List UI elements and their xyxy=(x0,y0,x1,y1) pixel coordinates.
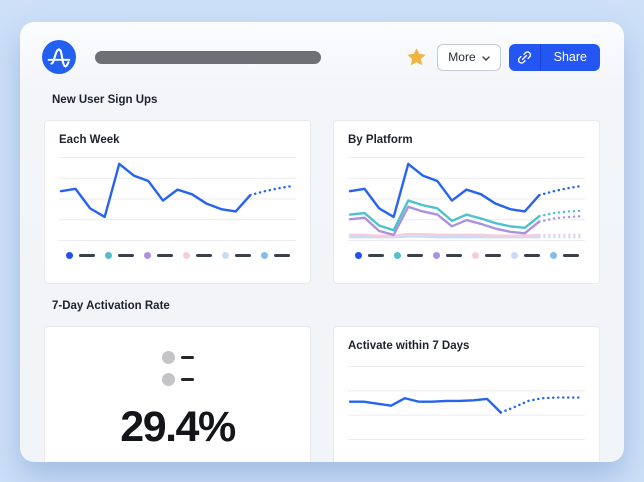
chevron-down-icon xyxy=(481,50,490,64)
placeholder-dot-icon xyxy=(161,351,175,364)
legend-label-placeholder xyxy=(156,254,173,257)
legend-label-placeholder xyxy=(78,254,95,257)
legend-label-placeholder xyxy=(406,254,423,257)
legend-item xyxy=(260,252,290,259)
legend-dot-icon xyxy=(65,252,73,259)
link-icon[interactable] xyxy=(509,43,541,71)
legend-item xyxy=(143,252,173,259)
more-button-label: More xyxy=(448,50,476,64)
card-by-platform[interactable]: By Platform xyxy=(333,120,600,284)
dashboard-header: More Share xyxy=(20,22,624,74)
legend-dot-icon xyxy=(221,252,229,259)
legend-label-placeholder xyxy=(523,254,540,257)
card-title-each-week: Each Week xyxy=(59,134,120,146)
legend-item xyxy=(549,252,579,259)
card-activate-within-7-days[interactable]: Activate within 7 Days xyxy=(333,326,600,462)
chart-legend xyxy=(348,252,585,259)
card-each-week[interactable]: Each Week xyxy=(44,120,311,284)
star-icon[interactable] xyxy=(407,48,426,66)
legend-dot-icon xyxy=(393,252,401,259)
placeholder-legend-row xyxy=(161,351,194,364)
legend-item xyxy=(104,252,134,259)
legend-item xyxy=(510,252,540,259)
legend-dot-icon xyxy=(510,252,518,259)
placeholder-dash xyxy=(180,356,194,359)
legend-item xyxy=(182,252,212,259)
legend-label-placeholder xyxy=(445,254,462,257)
legend-dot-icon xyxy=(104,252,112,259)
row-activation: 29.4% Activate within 7 Days xyxy=(20,326,624,462)
legend-item xyxy=(393,252,423,259)
dashboard-panel: More Share xyxy=(20,22,624,462)
legend-label-placeholder xyxy=(562,254,579,257)
activate-7days-chart[interactable] xyxy=(348,366,585,440)
legend-label-placeholder xyxy=(273,254,290,257)
row-sign-ups: Each Week By Platform xyxy=(20,120,624,284)
card-title-by-platform: By Platform xyxy=(348,134,413,146)
card-title-activate-within-7-days: Activate within 7 Days xyxy=(348,340,470,352)
section-heading-activation-rate: 7-Day Activation Rate xyxy=(52,300,170,312)
legend-label-placeholder xyxy=(195,254,212,257)
placeholder-dash xyxy=(180,378,194,381)
more-button[interactable]: More xyxy=(437,43,501,71)
legend-dot-icon xyxy=(143,252,151,259)
legend-dot-icon xyxy=(549,252,557,259)
legend-item xyxy=(471,252,501,259)
share-button-label[interactable]: Share xyxy=(553,50,587,64)
share-button[interactable]: Share xyxy=(508,43,600,71)
chart-legend xyxy=(59,252,296,259)
each-week-chart[interactable] xyxy=(59,157,296,241)
legend-item xyxy=(221,252,251,259)
legend-dot-icon xyxy=(182,252,190,259)
placeholder-dot-icon xyxy=(161,373,175,386)
dashboard-title-placeholder xyxy=(95,50,321,64)
legend-label-placeholder xyxy=(117,254,134,257)
legend-item xyxy=(65,252,95,259)
legend-label-placeholder xyxy=(367,254,384,257)
legend-dot-icon xyxy=(471,252,479,259)
legend-item xyxy=(432,252,462,259)
legend-label-placeholder xyxy=(484,254,501,257)
header-actions: More Share xyxy=(407,43,600,71)
legend-dot-icon xyxy=(260,252,268,259)
legend-dot-icon xyxy=(432,252,440,259)
amplitude-logo[interactable] xyxy=(42,40,76,74)
legend-label-placeholder xyxy=(234,254,251,257)
placeholder-legend-row xyxy=(161,373,194,386)
by-platform-chart[interactable] xyxy=(348,157,585,241)
legend-dot-icon xyxy=(354,252,362,259)
activation-rate-value: 29.4% xyxy=(120,403,236,451)
section-heading-new-user-sign-ups: New User Sign Ups xyxy=(52,94,158,106)
legend-item xyxy=(354,252,384,259)
card-activation-stat[interactable]: 29.4% xyxy=(44,326,311,462)
